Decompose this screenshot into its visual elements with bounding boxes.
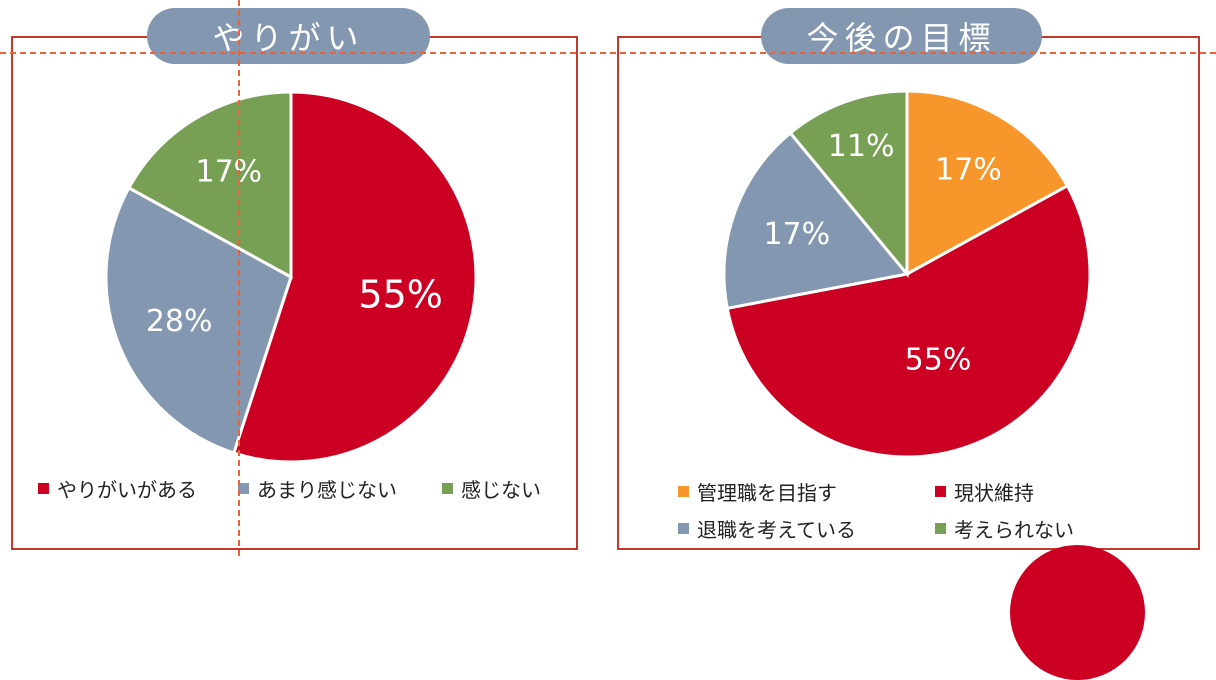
slice-data-label: 28% [146, 304, 213, 339]
legend-item: 退職を考えている [678, 514, 856, 543]
slice-data-label: 17% [935, 153, 1002, 188]
legend-item: 現状維持 [935, 477, 1034, 506]
pie-slice [126, 90, 293, 280]
legend-label: 感じない [461, 478, 541, 502]
legend-label: やりがいがある [57, 478, 197, 502]
pie-slice [231, 90, 478, 464]
legend-swatch [38, 483, 49, 494]
chart-title-future-goal: 今後の目標 [761, 8, 1042, 64]
legend-item: 感じない [442, 474, 541, 503]
legend-item: 管理職を目指す [678, 477, 837, 506]
legend-item: 考えられない [935, 514, 1074, 543]
legend-swatch [935, 523, 946, 534]
legend-label: 考えられない [954, 518, 1074, 542]
legend-label: あまり感じない [257, 478, 397, 502]
decorative-circle [1010, 545, 1145, 680]
pie-charts: 55% 28% 17% 17% 55% 17% 11% [104, 89, 1092, 464]
legend-label: 退職を考えている [697, 518, 856, 542]
legend-swatch [678, 486, 689, 497]
slice-data-label: 55% [905, 343, 972, 378]
legend-swatch [238, 483, 249, 494]
pie-slice [725, 183, 1092, 459]
legend-swatch [935, 486, 946, 497]
legend-label: 管理職を目指す [697, 481, 837, 505]
legend-swatch [442, 483, 453, 494]
pie-slice [104, 185, 293, 455]
slice-data-label: 11% [828, 129, 895, 164]
legend-item: あまり感じない [238, 474, 397, 503]
pie-slice [722, 130, 910, 311]
legend-item: やりがいがある [38, 474, 197, 503]
pie-slice [905, 89, 1070, 277]
slice-data-label: 17% [196, 154, 263, 189]
slice-data-label: 55% [358, 272, 442, 316]
legend-label: 現状維持 [954, 481, 1034, 505]
slice-data-label: 17% [763, 217, 830, 252]
chart-title-motivation: やりがい [147, 8, 430, 64]
pie-slice [788, 89, 909, 279]
legend-swatch [678, 523, 689, 534]
